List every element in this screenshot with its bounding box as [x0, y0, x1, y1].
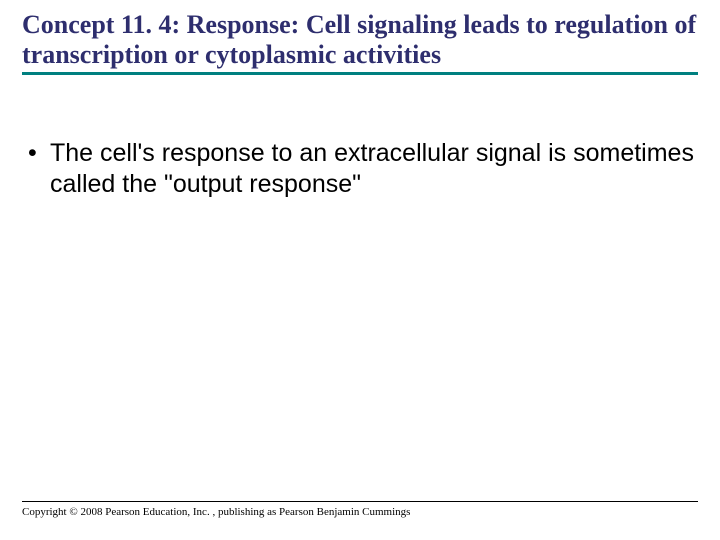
bullet-item: • The cell's response to an extracellula… [22, 138, 698, 199]
slide: Concept 11. 4: Response: Cell signaling … [0, 0, 720, 540]
slide-title: Concept 11. 4: Response: Cell signaling … [22, 10, 698, 70]
copyright-text: Copyright © 2008 Pearson Education, Inc.… [22, 506, 698, 518]
title-region: Concept 11. 4: Response: Cell signaling … [22, 10, 698, 75]
body-region: • The cell's response to an extracellula… [22, 138, 698, 199]
footer-rule [22, 501, 698, 502]
footer-region: Copyright © 2008 Pearson Education, Inc.… [22, 501, 698, 518]
bullet-text: The cell's response to an extracellular … [50, 138, 698, 199]
bullet-marker: • [22, 138, 50, 169]
title-underline [22, 72, 698, 75]
